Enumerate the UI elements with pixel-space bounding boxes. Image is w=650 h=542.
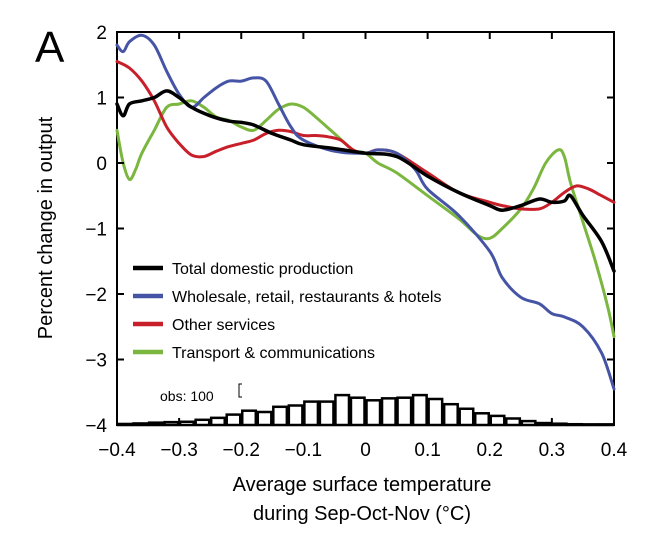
x-tick-label: −0.1 <box>285 440 323 461</box>
y-axis-label: Percent change in output <box>35 116 57 339</box>
x-tick-label: −0.3 <box>160 440 198 461</box>
histogram-bar <box>194 418 211 427</box>
histogram-bar <box>318 400 335 427</box>
histogram-annotation: obs: 100 <box>160 388 214 404</box>
x-tick-label: −0.4 <box>98 440 136 461</box>
histogram-bar <box>442 402 459 427</box>
series-line-3 <box>115 99 616 339</box>
histogram-scale-bracket <box>238 383 242 398</box>
histogram-bar <box>147 421 164 427</box>
series-line-1 <box>115 33 616 391</box>
histogram-bar <box>458 407 475 427</box>
histogram-bar <box>209 416 226 427</box>
histogram-bar <box>520 419 537 427</box>
histogram-bar <box>241 409 258 427</box>
histogram-bar <box>287 404 304 427</box>
x-tick-label: −0.2 <box>222 440 260 461</box>
y-tick-label: 2 <box>96 23 107 44</box>
histogram-bar <box>551 422 568 427</box>
series-line-0 <box>115 89 616 273</box>
histogram-bar <box>132 422 149 427</box>
histogram-bar <box>178 420 195 427</box>
series-lines <box>115 33 616 391</box>
histogram-bar <box>334 393 351 427</box>
panel-label: A <box>35 23 65 72</box>
histogram-bar <box>349 396 366 427</box>
histogram-bar <box>163 420 180 427</box>
plot-area <box>116 31 615 426</box>
histogram-bar <box>303 400 320 427</box>
axis-ticks: −0.4 −0.3 −0.2 −0.1 0 0.1 0.2 0.3 0.4 2 1 0 −1 −2 −3 −4 <box>85 23 627 461</box>
histogram-bar <box>489 414 506 427</box>
histogram-bar <box>365 399 382 427</box>
x-axis-label-line1: Average surface temperature <box>233 474 492 496</box>
x-axis-label-line2: during Sep-Oct-Nov (°C) <box>253 503 471 525</box>
histogram-bar <box>536 421 553 427</box>
histogram-bar <box>225 413 242 427</box>
legend-label: Total domestic production <box>172 261 353 278</box>
histogram-bar <box>396 396 413 427</box>
histogram-bar <box>505 417 522 427</box>
x-tick-label: 0.1 <box>414 440 440 461</box>
histogram-bar <box>473 412 490 427</box>
histogram-bar <box>567 422 584 427</box>
histogram-bar <box>256 410 273 427</box>
legend: Total domestic production Wholesale, reta… <box>133 261 441 362</box>
legend-label: Wholesale, retail, restaurants & hotels <box>172 289 441 306</box>
x-tick-label: 0 <box>360 440 371 461</box>
x-tick-label: 0.3 <box>539 440 565 461</box>
y-tick-label: −1 <box>85 220 107 241</box>
histogram-bar <box>380 397 397 427</box>
plot-frame <box>116 31 615 426</box>
y-tick-label: −2 <box>85 285 107 306</box>
histogram-bar <box>272 405 289 427</box>
legend-label: Transport & communications <box>172 345 375 362</box>
histogram-bar <box>411 393 428 427</box>
y-tick-label: −4 <box>85 416 107 437</box>
legend-label: Other services <box>172 317 275 334</box>
histogram-bar <box>427 397 444 427</box>
x-tick-label: 0.2 <box>477 440 503 461</box>
y-tick-label: 0 <box>96 154 107 175</box>
y-tick-label: −3 <box>85 351 107 372</box>
histogram-bar <box>582 423 599 427</box>
x-tick-label: 0.4 <box>601 440 628 461</box>
series-line-2 <box>115 60 616 211</box>
y-tick-label: 1 <box>96 89 107 110</box>
